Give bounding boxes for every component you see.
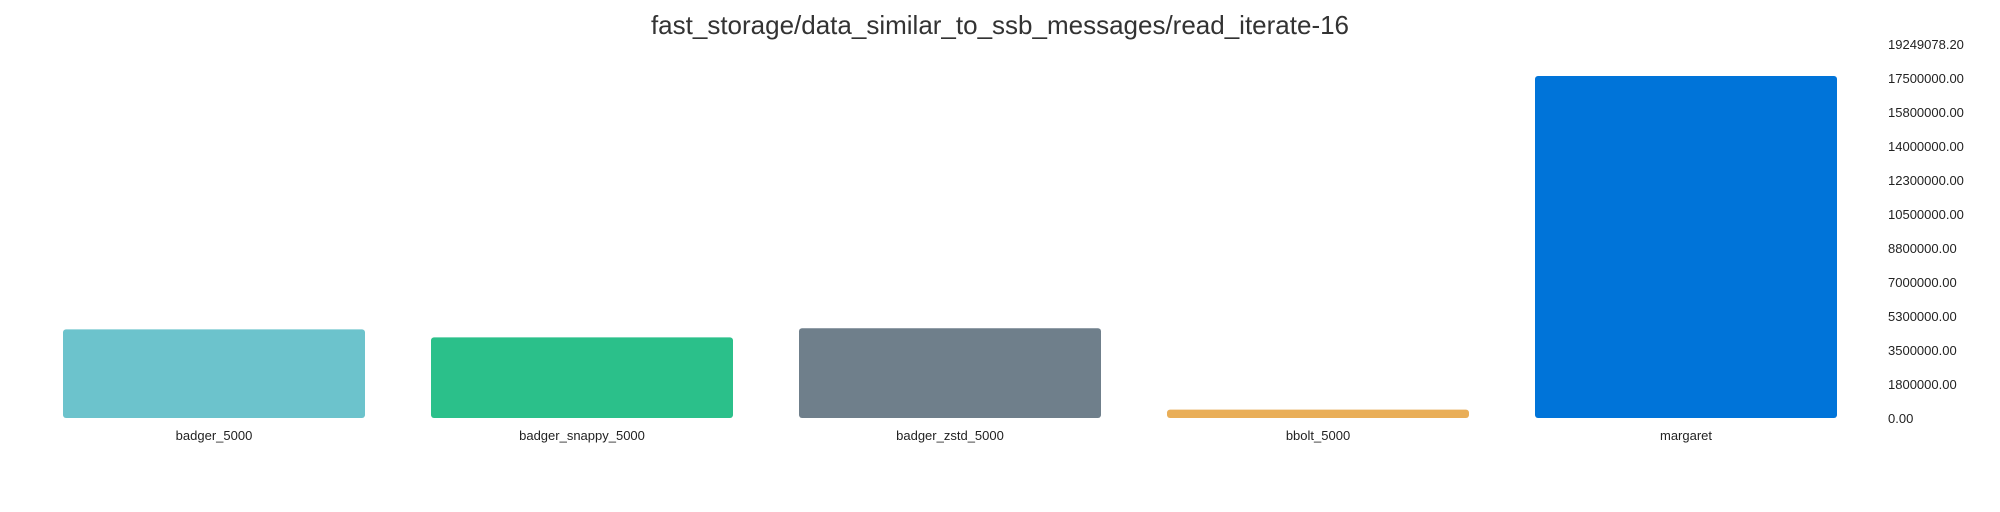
bar-badger_5000[interactable]: [63, 329, 365, 418]
chart-title: fast_storage/data_similar_to_ssb_message…: [650, 10, 1350, 40]
y-tick-label: 15800000.00: [1888, 105, 1964, 120]
bar-badger_snappy_5000[interactable]: [431, 337, 733, 418]
category-label: badger_snappy_5000: [519, 428, 645, 443]
category-label: badger_5000: [176, 428, 253, 443]
category-label: margaret: [1660, 428, 1712, 443]
y-tick-label: 12300000.00: [1888, 173, 1964, 188]
y-tick-label: 3500000.00: [1888, 343, 1957, 358]
category-label: bbolt_5000: [1286, 428, 1350, 443]
y-tick-label: 17500000.00: [1888, 71, 1964, 86]
y-tick-label: 0.00: [1888, 411, 1913, 426]
y-tick-label: 14000000.00: [1888, 139, 1964, 154]
y-tick-label: 5300000.00: [1888, 309, 1957, 324]
bar-margaret[interactable]: [1535, 76, 1837, 418]
y-tick-label: 7000000.00: [1888, 275, 1957, 290]
y-tick-label: 1800000.00: [1888, 377, 1957, 392]
y-tick-label: 10500000.00: [1888, 207, 1964, 222]
bar-badger_zstd_5000[interactable]: [799, 328, 1101, 418]
y-tick-label: 8800000.00: [1888, 241, 1957, 256]
category-label: badger_zstd_5000: [896, 428, 1004, 443]
bar-bbolt_5000[interactable]: [1167, 409, 1469, 418]
y-tick-label: 19249078.20: [1888, 37, 1964, 52]
